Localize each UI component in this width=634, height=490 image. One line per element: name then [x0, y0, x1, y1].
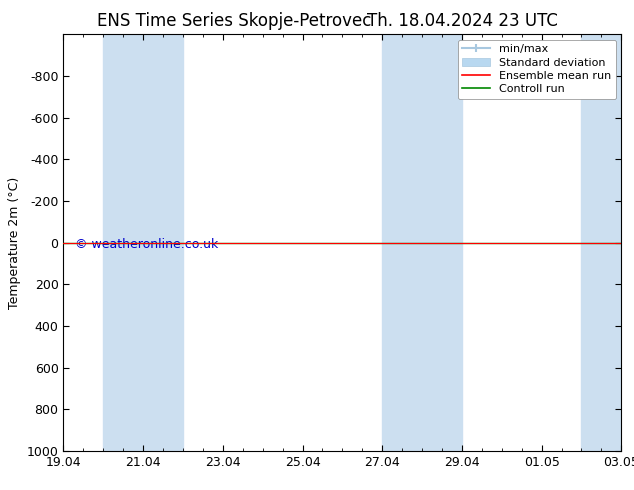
Text: © weatheronline.co.uk: © weatheronline.co.uk: [75, 238, 218, 251]
Legend: min/max, Standard deviation, Ensemble mean run, Controll run: min/max, Standard deviation, Ensemble me…: [458, 40, 616, 99]
Bar: [103, 34, 183, 451]
Bar: [581, 34, 621, 451]
Text: Th. 18.04.2024 23 UTC: Th. 18.04.2024 23 UTC: [367, 12, 559, 30]
Bar: [382, 34, 462, 451]
Y-axis label: Temperature 2m (°C): Temperature 2m (°C): [8, 176, 21, 309]
Text: ENS Time Series Skopje-Petrovec: ENS Time Series Skopje-Petrovec: [98, 12, 372, 30]
